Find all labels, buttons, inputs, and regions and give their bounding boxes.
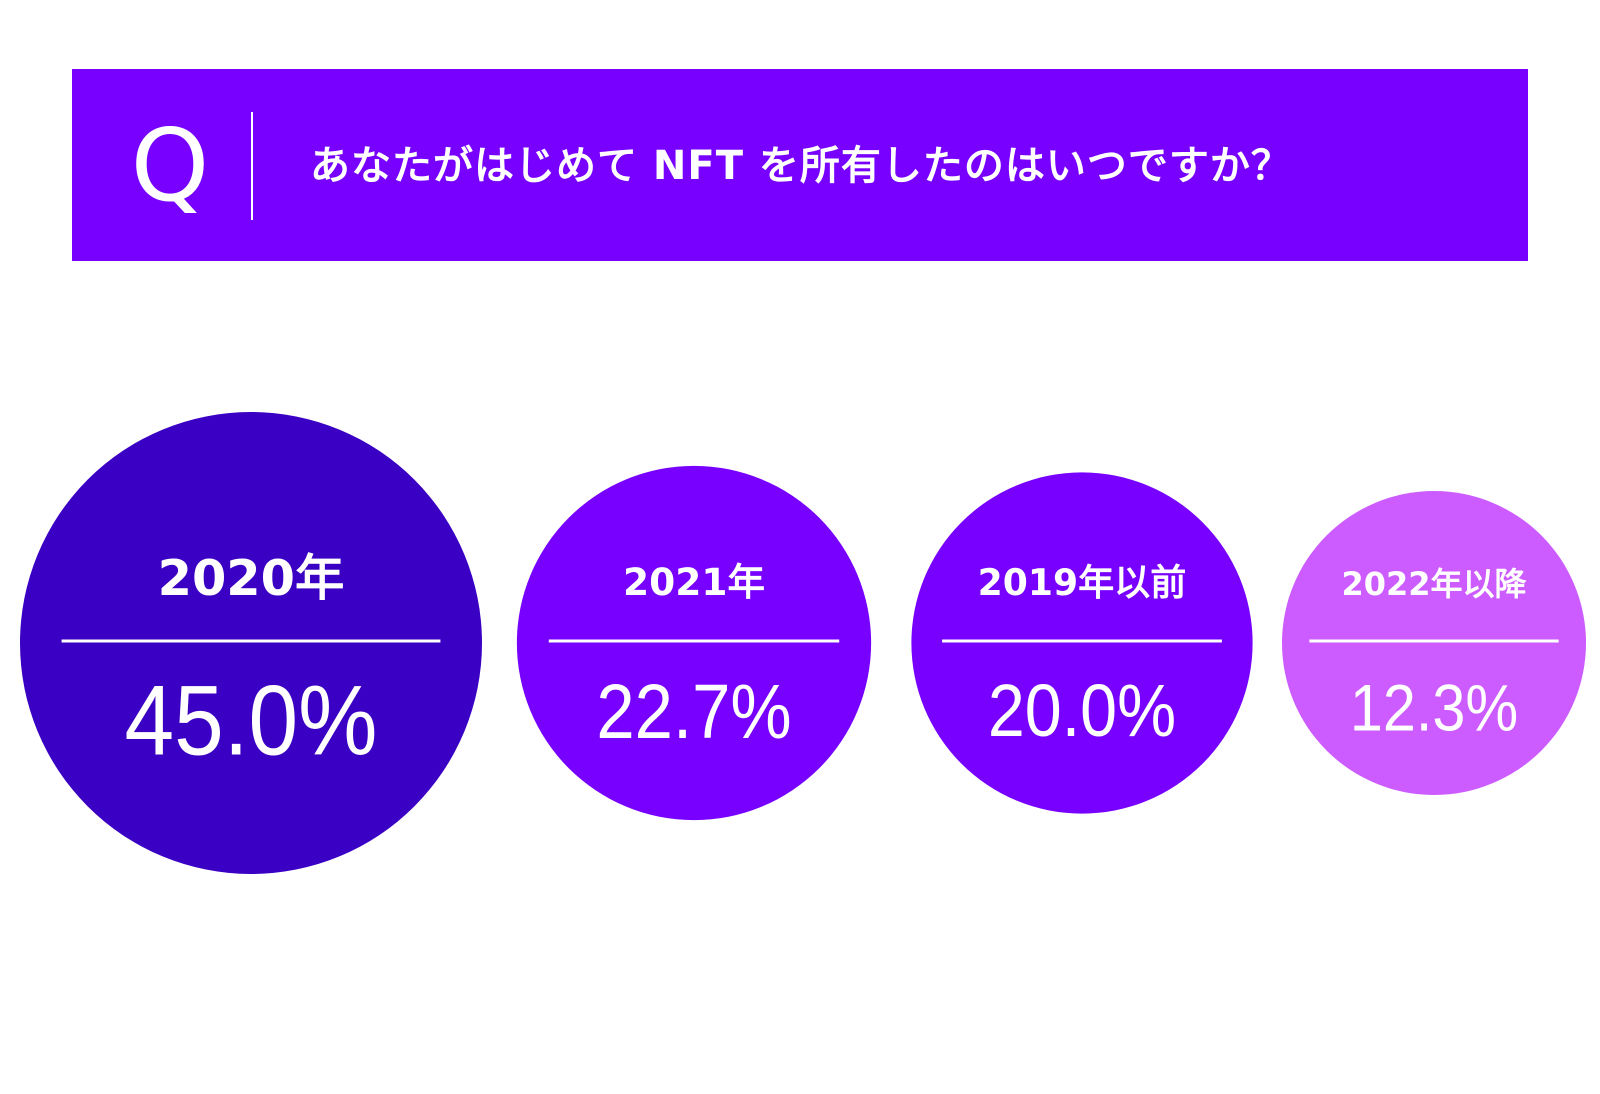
question-banner [72,69,1528,261]
bubble-3 [911,472,1253,814]
value-label-1: 45.0% [125,665,378,776]
value-label-4: 12.3% [1350,671,1518,745]
category-label-2: 2021年 [623,560,765,604]
bubble-1 [20,412,482,874]
question-letter: Q [130,107,210,224]
bubble-2 [516,465,872,821]
category-label-4: 2022年以降 [1341,565,1527,603]
category-label-1: 2020年 [158,549,345,607]
value-label-2: 22.7% [596,670,791,755]
value-label-3: 20.0% [988,669,1176,752]
category-label-3: 2019年以前 [978,562,1187,604]
question-divider [251,112,253,220]
bubble-4 [1282,491,1586,795]
question-text: あなたがはじめて NFT を所有したのはいつですか？ [310,143,1292,189]
